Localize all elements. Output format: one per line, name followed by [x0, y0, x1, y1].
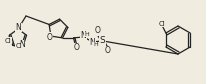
Text: N: N	[16, 23, 21, 32]
Text: Cl: Cl	[5, 38, 12, 44]
Text: Cl: Cl	[15, 43, 22, 49]
Text: O: O	[95, 26, 101, 35]
Text: N: N	[90, 38, 95, 47]
Text: Cl: Cl	[158, 21, 165, 27]
Text: S: S	[100, 36, 105, 45]
Text: O: O	[74, 43, 80, 52]
Text: O: O	[47, 33, 52, 42]
Text: N: N	[81, 31, 86, 40]
Text: O: O	[105, 46, 110, 55]
Text: H: H	[94, 42, 98, 47]
Text: N: N	[19, 40, 25, 49]
Text: H: H	[85, 32, 89, 37]
